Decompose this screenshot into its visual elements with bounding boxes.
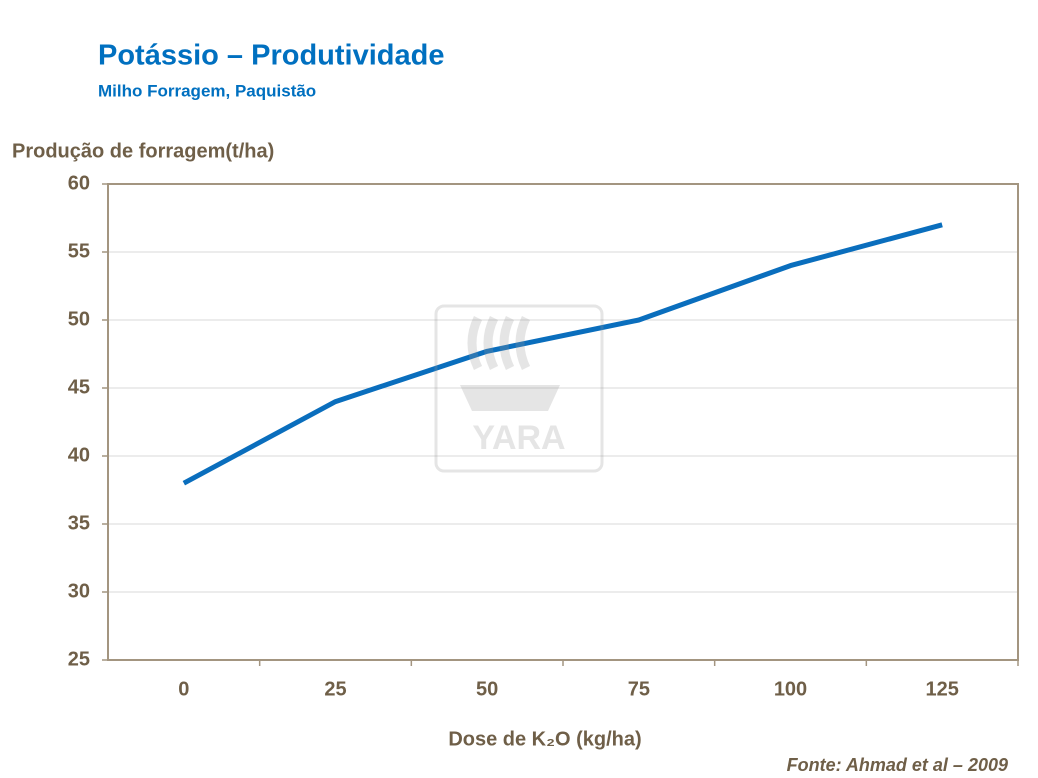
x-tick-label: 125 — [925, 678, 958, 700]
y-axis-title: Produção de forragem(t/ha) — [12, 140, 274, 162]
watermark-waves — [467, 316, 531, 370]
x-tick-label: 0 — [178, 678, 189, 700]
y-tick-label: 55 — [68, 240, 90, 262]
watermark-text: YARA — [472, 419, 565, 457]
data-line — [182, 222, 943, 486]
y-tick-label: 40 — [68, 444, 90, 466]
y-tick-label: 30 — [68, 580, 90, 602]
y-tick-label: 60 — [68, 172, 90, 194]
watermark: YARA — [434, 304, 604, 473]
x-tick-label: 25 — [324, 678, 346, 700]
y-tick-label: 25 — [68, 648, 90, 670]
y-tick-label: 35 — [68, 512, 90, 534]
chart-title: Potássio – Produtividade — [98, 40, 444, 72]
source-note: Fonte: Ahmad et al – 2009 — [787, 755, 1008, 775]
y-tick-label: 45 — [68, 376, 90, 398]
y-tick-label: 50 — [68, 308, 90, 330]
watermark-ship — [460, 385, 560, 411]
x-axis-title: Dose de K₂O (kg/ha) — [448, 728, 641, 750]
x-tick-label: 100 — [774, 678, 807, 700]
x-tick-label: 50 — [476, 678, 498, 700]
x-tick-label: 75 — [628, 678, 650, 700]
chart-subtitle: Milho Forragem, Paquistão — [98, 81, 316, 100]
watermark-frame — [434, 304, 604, 473]
